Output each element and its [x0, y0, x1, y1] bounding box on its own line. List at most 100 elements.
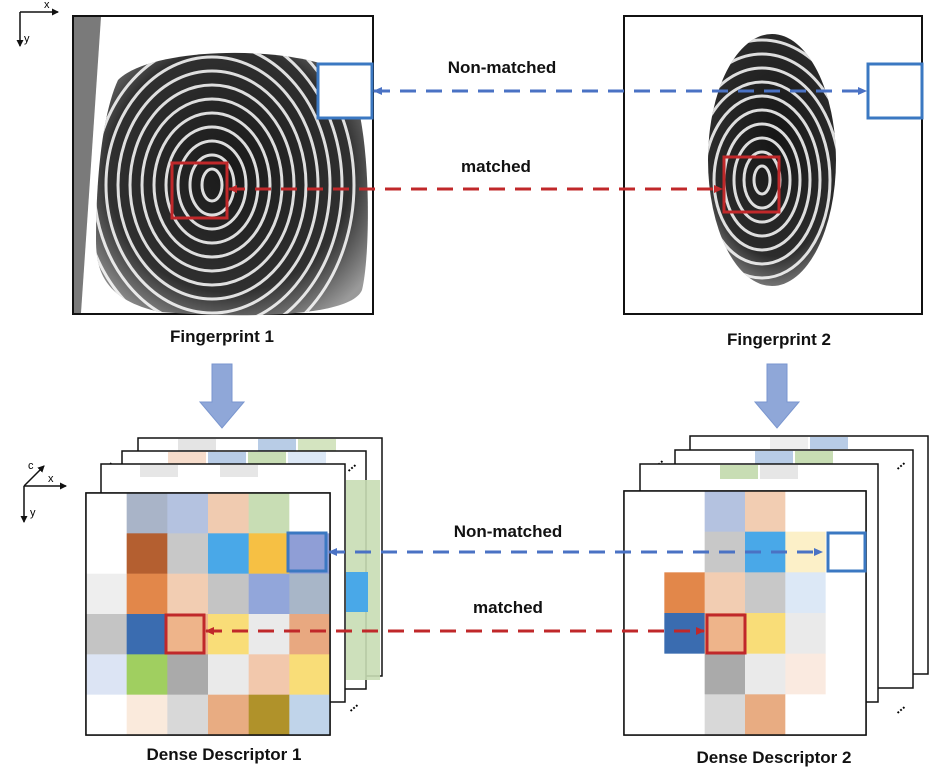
descriptor-1-cell-r2-c3	[208, 573, 249, 615]
bottom-nonmatched-label: Non-matched	[454, 522, 563, 541]
descriptor-1-cell-r4-c0	[86, 654, 127, 695]
axis-y-label-top: y	[24, 33, 30, 45]
descriptor-2-label: Dense Descriptor 2	[697, 748, 852, 767]
descriptor-2-cell-r4-c2	[704, 653, 746, 695]
descriptor-2-cell-r0-c5	[825, 491, 867, 532]
descriptor-2-cell-r4-c4	[785, 653, 826, 695]
descriptor-2-cell-r0-c3	[745, 491, 786, 532]
top-matched-label: matched	[461, 157, 531, 176]
descriptor-2-cell-r5-c1	[664, 694, 705, 736]
axis-c-label: c	[28, 460, 34, 472]
descriptor-2-cell-r3-c4	[785, 613, 826, 654]
descriptor-2-cell-r0-c4	[785, 491, 826, 532]
descriptor-1-cell-r2-c2	[167, 573, 209, 615]
descriptor-1-cell-r1-c5	[289, 533, 331, 574]
fingerprint-1-panel: Fingerprint 1	[72, 15, 374, 346]
descriptor-1-label: Dense Descriptor 1	[147, 745, 302, 764]
descriptor-2-cell-r5-c0	[624, 694, 665, 736]
descriptor-1-cell-r3-c2	[167, 614, 209, 655]
descriptor-2-cell-r2-c4	[785, 572, 826, 614]
descriptor-2-cell-r2-c5	[825, 572, 867, 614]
fingerprint-2-panel: Fingerprint 2	[623, 15, 924, 349]
descriptor-2-cell-r5-c2	[704, 694, 746, 736]
axis-icon-bottom: c x y	[20, 460, 67, 523]
descriptor-1-cell-r5-c4	[248, 694, 290, 736]
descriptor-1-cell-r5-c2	[167, 694, 209, 736]
descriptor-2-cell-r0-c2	[704, 491, 746, 532]
descriptor-2-cell-r3-c0	[624, 613, 665, 654]
descriptor-2-cell-r4-c3	[745, 653, 786, 695]
descriptor-1-cell-r3-c4	[248, 614, 290, 655]
descriptor-2-cell-r5-c3	[745, 694, 786, 736]
descriptor-1-cell-r1-c1	[126, 533, 168, 574]
descriptor-1-cell-r1-c2	[167, 533, 209, 574]
fp1-nonmatched-box	[316, 62, 374, 120]
descriptor-2-cell-r5-c4	[785, 694, 826, 736]
scanner-edge	[74, 17, 101, 313]
axis-y-label-bottom: y	[30, 507, 36, 519]
fingerprint-1-label: Fingerprint 1	[170, 327, 274, 346]
descriptor-1-cell-r5-c0	[86, 694, 127, 736]
descriptor-1-cell-r0-c2	[167, 493, 209, 534]
descriptor-1-cell-r0-c1	[126, 493, 168, 534]
flow-arrow-1	[198, 363, 246, 429]
descriptor-1-cell-r2-c0	[86, 573, 127, 615]
descriptor-1-cell-r0-c0	[86, 493, 127, 534]
descriptor-1-cell-r3-c0	[86, 614, 127, 655]
descriptor-1-cell-r3-c5	[289, 614, 331, 655]
descriptor-1-cell-r0-c5	[289, 493, 331, 534]
descriptor-2-cell-r4-c5	[825, 653, 867, 695]
fingerprint-2-image	[708, 34, 836, 286]
descriptor-1-cell-r1-c3	[208, 533, 249, 574]
bottom-correspondences: Non-matched matched	[205, 522, 823, 635]
flow-arrow-2	[753, 363, 801, 429]
descriptor-2-cell-r0-c1	[664, 491, 705, 532]
fp2-matched-box	[722, 155, 781, 214]
descriptor-2-cell-r3-c1	[664, 613, 705, 654]
descriptor-1-cell-r1-c4	[248, 533, 290, 574]
descriptor-1-cell-r0-c3	[208, 493, 249, 534]
descriptor-2-cell-r4-c1	[664, 653, 705, 695]
descriptor-1-grid	[86, 493, 331, 736]
descriptor-2-cell-r2-c2	[704, 572, 746, 614]
descriptor-1-cell-r2-c5	[289, 573, 331, 615]
descriptor-2-stack: ... ... ... Dense Descriptor 2	[623, 435, 929, 767]
bottom-matched-label: matched	[473, 598, 543, 617]
descriptor-1-cell-r4-c3	[208, 654, 249, 695]
descriptor-1-cell-r5-c3	[208, 694, 249, 736]
descriptor-1-cell-r4-c4	[248, 654, 290, 695]
descriptor-2-cell-r2-c1	[664, 572, 705, 614]
axis-x-label-top: x	[44, 0, 50, 11]
axis-x-label-bottom: x	[48, 473, 54, 485]
descriptor-2-cell-r5-c5	[825, 694, 867, 736]
descriptor-2-cell-r2-c0	[624, 572, 665, 614]
descriptor-1-cell-r5-c5	[289, 694, 331, 736]
descriptor-1-cell-r4-c5	[289, 654, 331, 695]
d1-nonmatched-box	[286, 531, 328, 573]
axis-icon-top: x y	[16, 0, 59, 47]
descriptor-2-cell-r3-c2	[704, 613, 746, 654]
descriptor-2-cell-r3-c5	[825, 613, 867, 654]
descriptor-1-cell-r4-c1	[126, 654, 168, 695]
top-nonmatched-label: Non-matched	[448, 58, 557, 77]
descriptor-1-cell-r1-c0	[86, 533, 127, 574]
fingerprint-2-label: Fingerprint 2	[727, 330, 831, 349]
descriptor-1-stack: ... ... ... Dense Descriptor 1	[85, 437, 383, 764]
descriptor-1-cell-r2-c4	[248, 573, 290, 615]
descriptor-2-ellipsis-bottom: ...	[890, 698, 908, 716]
fp1-matched-box	[170, 161, 229, 220]
descriptor-1-cell-r5-c1	[126, 694, 168, 736]
descriptor-2-cell-r4-c0	[624, 653, 665, 695]
descriptor-1-cell-r3-c1	[126, 614, 168, 655]
fp2-nonmatched-box	[866, 62, 924, 120]
descriptor-2-cell-r0-c0	[624, 491, 665, 532]
d2-matched-box	[705, 613, 747, 655]
top-correspondences: Non-matched matched	[228, 58, 867, 193]
d2-nonmatched-box	[826, 531, 867, 573]
d1-matched-box	[164, 613, 206, 655]
descriptor-1-cell-r4-c2	[167, 654, 209, 695]
descriptor-2-cell-r2-c3	[745, 572, 786, 614]
descriptor-2-grid	[624, 491, 867, 736]
